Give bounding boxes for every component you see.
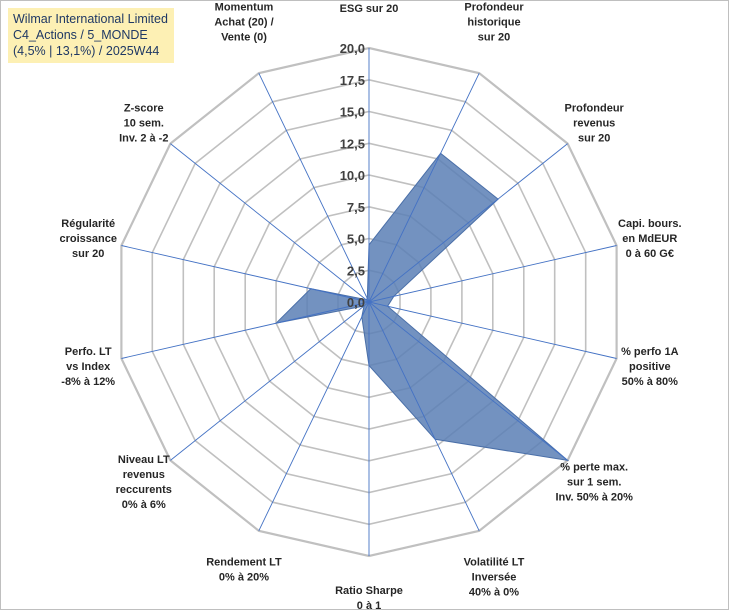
radial-tick-label: 20,0 [340, 41, 365, 56]
axis-label-line: croissance [59, 233, 116, 245]
axis-label: NoteESG sur 20 [340, 0, 399, 15]
axis-spoke [170, 143, 370, 303]
axis-label: Profondeur historique sur 20 [464, 2, 524, 44]
title-category: C4_Actions / 5_MONDE [13, 28, 148, 42]
axis-label: Régularité croissance sur 20 [59, 218, 116, 260]
axis-label: % perfo 1A positive 50% à 80% [621, 346, 679, 388]
axis-label-line: Vente (0) [221, 32, 267, 44]
axis-label-line: revenus [573, 117, 615, 129]
axis-label: Ratio Sharpe 0 à 1 [335, 585, 403, 610]
axis-label: Z-score 10 sem. Inv. 2 à -2 [119, 102, 168, 144]
axis-label-line: Inversée [472, 572, 517, 584]
axis-label-line: 50% à 80% [622, 376, 678, 388]
axis-label-line: % perte max. [560, 462, 628, 474]
axis-spoke [368, 245, 617, 303]
axis-label-line: Inv. 2 à -2 [119, 132, 168, 144]
axis-label-line: 0% à 6% [122, 499, 166, 511]
axis-label-line: Niveau LT [118, 454, 170, 466]
axis-label-line: 40% à 0% [469, 587, 519, 599]
radial-tick-label: 10,0 [340, 168, 365, 183]
axis-spoke [368, 301, 617, 359]
axis-label: Capi. bours. en MdEUR 0 à 60 G€ [618, 218, 682, 260]
axis-label-line: Inv. 50% à 20% [555, 492, 633, 504]
axis-label-line: ESG sur 20 [340, 3, 399, 15]
axis-label-line: sur 1 sem. [567, 477, 621, 489]
axis-spoke [368, 301, 480, 531]
radial-tick-label: 7,5 [347, 200, 365, 215]
axis-label-line: vs Index [66, 361, 111, 373]
axis-label-line: Momentum [215, 2, 274, 14]
radial-tick-label: 2,5 [347, 263, 365, 278]
axis-spoke [368, 73, 480, 303]
axis-label-line: Perfo. LT [65, 346, 112, 358]
axis-label-line: Régularité [61, 218, 115, 230]
chart-title-box: Wilmar International Limited C4_Actions … [8, 8, 174, 63]
axis-label-line: % perfo 1A [621, 346, 679, 358]
axis-label-line: reccurents [116, 484, 172, 496]
axis-label-line: sur 20 [72, 248, 104, 260]
axis-spoke [368, 301, 568, 461]
axis-label-line: sur 20 [478, 32, 510, 44]
axis-spoke [121, 301, 370, 359]
radial-tick-label: 12,5 [340, 136, 365, 151]
axis-label-line: 0 à 60 G€ [626, 248, 674, 260]
axis-label-line: revenus [123, 469, 165, 481]
axis-spoke [258, 73, 370, 303]
axis-spoke [121, 245, 370, 303]
axis-label-line: Rendement LT [206, 557, 282, 569]
axis-label: Rendement LT 0% à 20% [206, 557, 282, 584]
axis-label: % perte max. sur 1 sem. Inv. 50% à 20% [555, 462, 633, 504]
axis-label: Niveau LT revenus reccurents 0% à 6% [116, 454, 172, 511]
axis-label: Momentum Achat (20) / Vente (0) [214, 2, 273, 44]
axis-label-line: Z-score [124, 102, 164, 114]
axis-label-line: sur 20 [578, 132, 610, 144]
title-period: (4,5% | 13,1%) / 2025W44 [13, 44, 160, 58]
radial-tick-label: 5,0 [347, 232, 365, 247]
axis-label-line: 0 à 1 [357, 600, 381, 610]
axis-spoke [170, 301, 370, 461]
axis-label-line: Capi. bours. [618, 218, 682, 230]
axis-label-line: -8% à 12% [61, 376, 115, 388]
axis-label: Perfo. LT vs Index -8% à 12% [61, 346, 115, 388]
axis-label-line: en MdEUR [622, 233, 677, 245]
axis-label-line: Ratio Sharpe [335, 585, 403, 597]
axis-label-line: Volatilité LT [464, 557, 525, 569]
axis-label-line: Achat (20) / [214, 17, 273, 29]
axis-label: Profondeur revenus sur 20 [565, 102, 625, 144]
title-company: Wilmar International Limited [13, 12, 168, 26]
radial-tick-label: 17,5 [340, 73, 365, 88]
axis-label-line: historique [467, 17, 520, 29]
axis-spoke [258, 301, 370, 531]
axis-label-line: positive [629, 361, 671, 373]
axis-spoke [368, 143, 568, 303]
radial-tick-label: 0,0 [347, 295, 365, 310]
axis-label-line: 10 sem. [124, 117, 164, 129]
axis-label-line: Profondeur [565, 102, 625, 114]
axis-label-line: 0% à 20% [219, 572, 269, 584]
axis-label-line: Profondeur [464, 2, 524, 14]
radial-tick-label: 15,0 [340, 105, 365, 120]
axis-label: Volatilité LT Inversée 40% à 0% [464, 557, 525, 599]
